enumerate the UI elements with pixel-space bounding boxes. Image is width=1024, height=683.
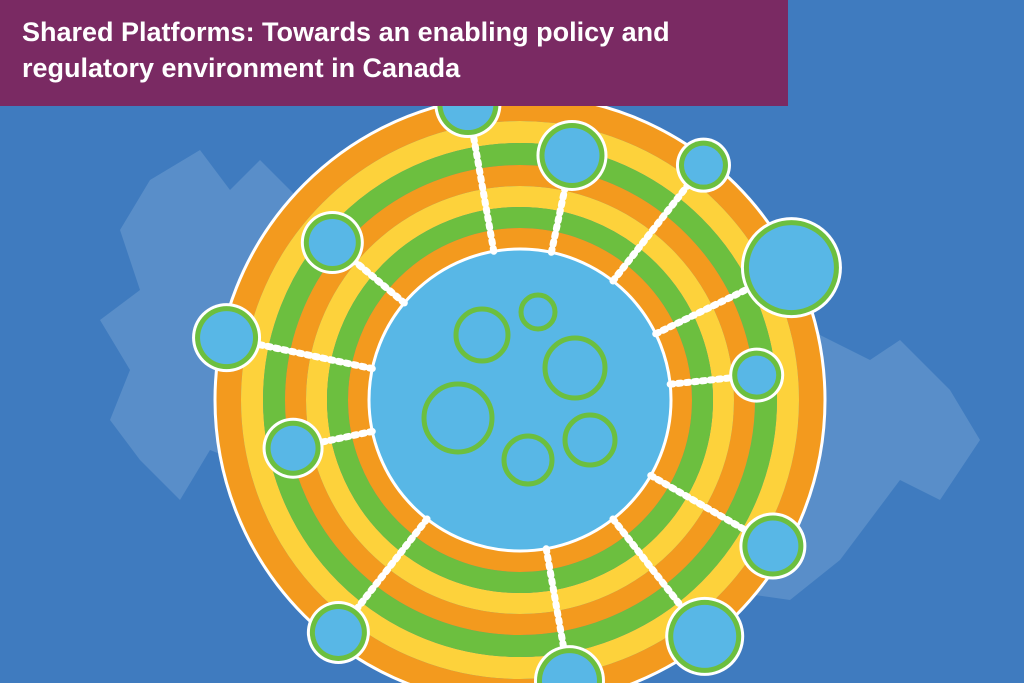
title-bar: Shared Platforms: Towards an enabling po… <box>0 0 788 106</box>
infographic-canvas: Shared Platforms: Towards an enabling po… <box>0 0 1024 683</box>
title-text: Shared Platforms: Towards an enabling po… <box>22 17 670 83</box>
